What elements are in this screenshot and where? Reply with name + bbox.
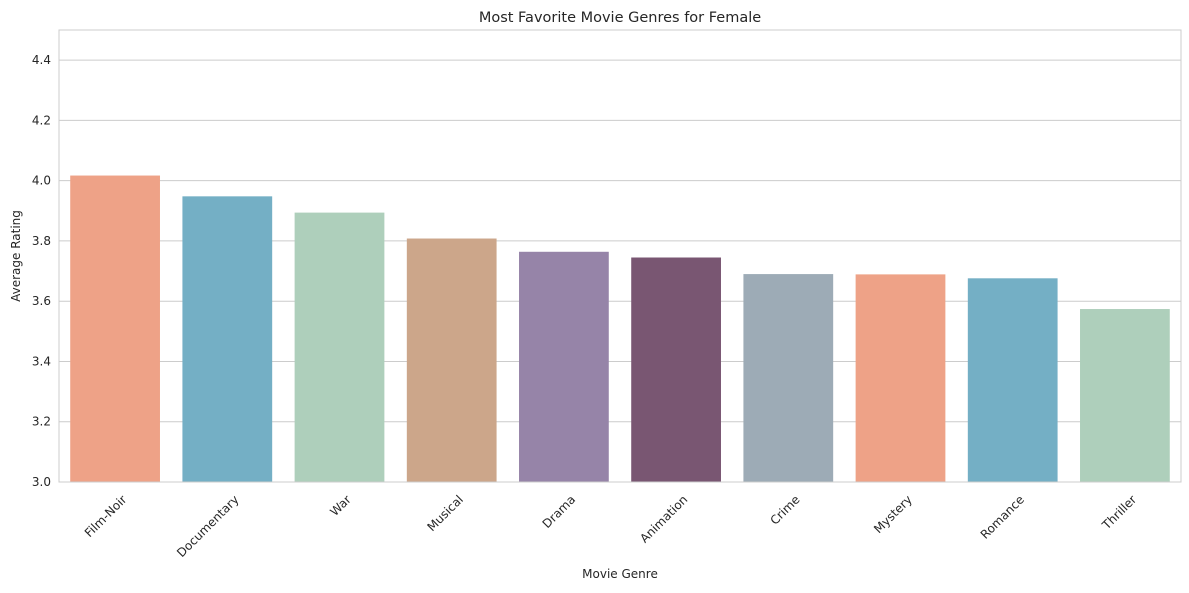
- bar-crime: [743, 274, 834, 482]
- y-tick-label: 3.0: [32, 475, 51, 489]
- bars: [70, 175, 1170, 482]
- bar-film-noir: [70, 175, 160, 482]
- chart-title: Most Favorite Movie Genres for Female: [479, 10, 761, 26]
- y-tick-label: 4.0: [32, 174, 51, 188]
- y-tick-labels: 3.0 3.2 3.4 3.6 3.8 4.0 4.2 4.4: [32, 53, 51, 489]
- bar-animation: [631, 257, 721, 482]
- bar-romance: [967, 278, 1058, 482]
- y-tick-label: 3.6: [32, 294, 51, 308]
- bar-war: [294, 212, 385, 482]
- bar-musical: [406, 238, 497, 482]
- x-axis-label: Movie Genre: [582, 567, 658, 581]
- y-tick-label: 3.2: [32, 415, 51, 429]
- bar-thriller: [1080, 309, 1170, 482]
- y-tick-label: 4.4: [32, 53, 51, 67]
- bar-drama: [519, 251, 609, 482]
- bar-mystery: [855, 274, 946, 482]
- y-axis-label: Average Rating: [9, 210, 23, 302]
- y-tick-label: 4.2: [32, 113, 51, 127]
- bar-documentary: [182, 196, 273, 482]
- y-tick-label: 3.4: [32, 354, 51, 368]
- plot-frame: [58, 29, 1182, 483]
- y-tick-label: 3.8: [32, 234, 51, 248]
